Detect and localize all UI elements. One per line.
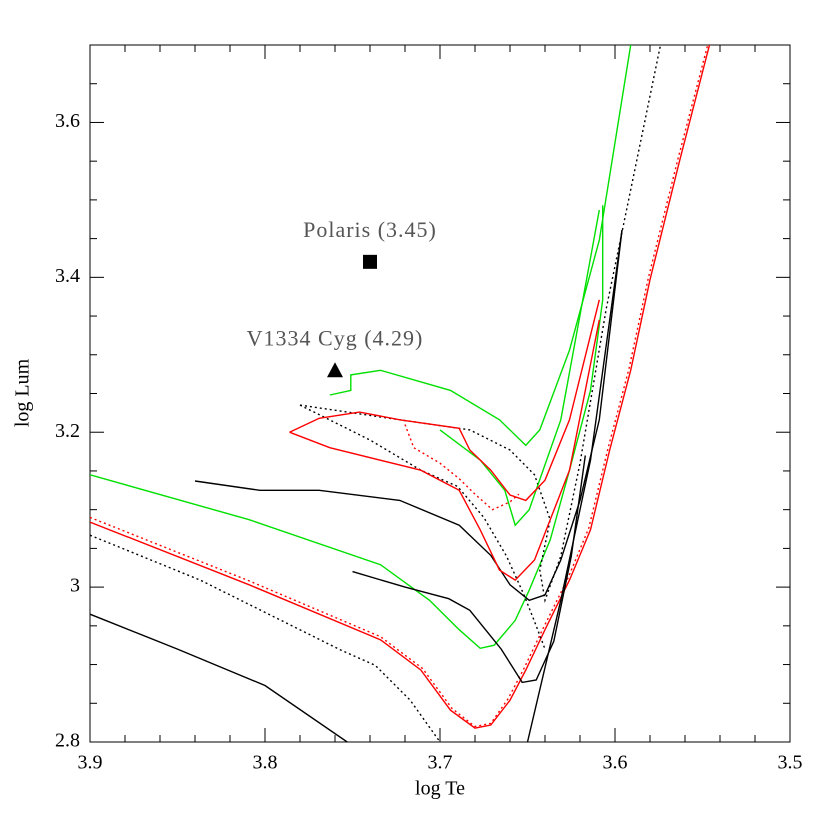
star-label: Polaris (3.45)	[303, 217, 437, 242]
x-tick-label: 3.8	[253, 752, 278, 774]
star-label: V1334 Cyg (4.29)	[247, 325, 424, 350]
track-line	[90, 45, 709, 728]
track-line	[352, 455, 586, 684]
track-line	[404, 424, 520, 511]
y-tick-label: 3.2	[55, 420, 80, 442]
plot-frame	[89, 44, 791, 743]
track-line	[90, 45, 711, 729]
x-tick-label: 3.6	[603, 752, 628, 774]
track-line	[289, 299, 600, 502]
x-tick-label: 3.5	[778, 752, 803, 774]
track-line	[90, 534, 441, 742]
y-tick-label: 3.6	[55, 110, 80, 132]
x-tick-label: 3.9	[78, 752, 103, 774]
track-line	[329, 45, 632, 447]
track-line	[289, 319, 600, 581]
x-tick-label: 3.7	[428, 752, 453, 774]
y-tick-label: 3	[70, 575, 80, 597]
track-line	[90, 205, 604, 650]
y-axis-label: log Lum	[12, 358, 34, 427]
y-tick-label: 3.4	[55, 265, 80, 287]
star-marker	[327, 362, 343, 378]
track-line	[194, 230, 623, 602]
track-line	[299, 404, 546, 650]
track-line	[90, 613, 348, 742]
track-line	[299, 45, 662, 604]
star-marker	[363, 254, 377, 269]
y-tick-label: 2.8	[55, 730, 80, 752]
track-line	[526, 230, 623, 742]
track-line	[439, 209, 600, 527]
x-axis-label: log Te	[415, 778, 465, 800]
